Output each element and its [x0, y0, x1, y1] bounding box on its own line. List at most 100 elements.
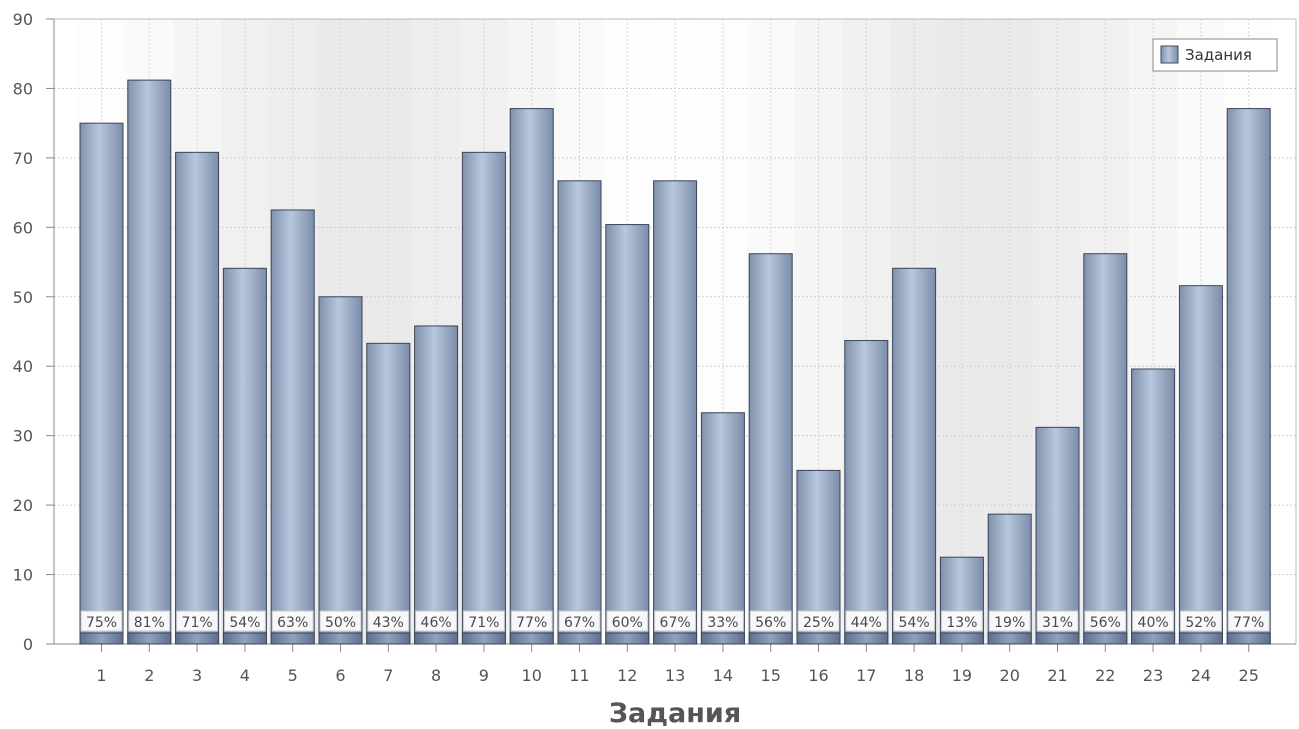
- bar: [510, 109, 553, 644]
- bar: [1084, 254, 1127, 644]
- data-label: 43%: [373, 615, 404, 631]
- bar-base: [415, 633, 458, 644]
- x-tick-label: 24: [1191, 666, 1211, 685]
- bar: [893, 268, 936, 644]
- bar-base: [940, 633, 983, 644]
- bar-base: [1179, 633, 1222, 644]
- bar: [1227, 109, 1270, 644]
- x-tick-label: 12: [617, 666, 637, 685]
- data-label: 63%: [277, 615, 308, 631]
- x-tick-label: 5: [288, 666, 298, 685]
- x-tick-label: 3: [192, 666, 202, 685]
- x-tick-label: 18: [904, 666, 924, 685]
- data-label: 77%: [1233, 615, 1264, 631]
- x-tick-label: 10: [522, 666, 542, 685]
- x-tick-label: 14: [713, 666, 733, 685]
- bar-base: [606, 633, 649, 644]
- x-tick-label: 17: [856, 666, 876, 685]
- y-tick-label: 20: [13, 496, 33, 515]
- data-label: 46%: [421, 615, 452, 631]
- x-tick-label: 8: [431, 666, 441, 685]
- data-label: 25%: [803, 615, 834, 631]
- data-label: 52%: [1185, 615, 1216, 631]
- bar-base: [319, 633, 362, 644]
- bar: [558, 181, 601, 644]
- data-label: 67%: [660, 615, 691, 631]
- data-labels: 75% 81% 71% 54% 63% 50% 43% 46% 71% 77% 67% 60% 67% 3…: [81, 611, 1269, 631]
- bar-base: [1132, 633, 1175, 644]
- bar-base: [988, 633, 1031, 644]
- bar: [749, 254, 792, 644]
- bar-base: [1036, 633, 1079, 644]
- bar-base: [510, 633, 553, 644]
- bar-base: [654, 633, 697, 644]
- bar-base: [223, 633, 266, 644]
- y-tick-labels: 0 10 20 30 40 50 60 70 80 90: [13, 10, 33, 654]
- data-label: 60%: [612, 615, 643, 631]
- bar: [654, 181, 697, 644]
- data-label: 54%: [899, 615, 930, 631]
- bar-base: [1227, 633, 1270, 644]
- data-label: 71%: [182, 615, 213, 631]
- x-tick-label: 19: [952, 666, 972, 685]
- bar-base: [176, 633, 219, 644]
- bar: [80, 123, 123, 644]
- data-label: 19%: [994, 615, 1025, 631]
- bar-base: [749, 633, 792, 644]
- bar: [1132, 369, 1175, 644]
- bar-base: [558, 633, 601, 644]
- data-label: 56%: [1090, 615, 1121, 631]
- data-label: 54%: [229, 615, 260, 631]
- y-tick-label: 0: [23, 635, 33, 654]
- x-tick-label: 7: [383, 666, 393, 685]
- data-label: 71%: [468, 615, 499, 631]
- bar: [701, 413, 744, 644]
- bar-base: [893, 633, 936, 644]
- data-label: 31%: [1042, 615, 1073, 631]
- x-axis-title: Задания: [609, 698, 741, 729]
- x-tick-label: 20: [1000, 666, 1020, 685]
- bar: [319, 297, 362, 644]
- bar: [271, 210, 314, 644]
- x-tick-label: 21: [1047, 666, 1067, 685]
- data-label: 40%: [1138, 615, 1169, 631]
- x-tick-label: 11: [569, 666, 589, 685]
- legend-entry: Задания: [1185, 46, 1252, 64]
- bar-base: [462, 633, 505, 644]
- y-tick-label: 10: [13, 566, 33, 585]
- x-tick-label: 2: [144, 666, 154, 685]
- x-tick-label: 1: [96, 666, 106, 685]
- bar: [128, 80, 171, 644]
- x-tick-label: 23: [1143, 666, 1163, 685]
- bar-base: [80, 633, 123, 644]
- x-tick-label: 16: [808, 666, 828, 685]
- x-tick-label: 6: [335, 666, 345, 685]
- data-label: 13%: [946, 615, 977, 631]
- y-tick-label: 30: [13, 427, 33, 446]
- bar-base: [271, 633, 314, 644]
- x-tick-label: 9: [479, 666, 489, 685]
- bar: [367, 343, 410, 644]
- bar: [176, 152, 219, 644]
- bar-base: [367, 633, 410, 644]
- data-label: 75%: [86, 615, 117, 631]
- bar: [223, 268, 266, 644]
- bar: [1179, 286, 1222, 644]
- y-tick-label: 50: [13, 288, 33, 307]
- bar-base: [128, 633, 171, 644]
- data-label: 44%: [851, 615, 882, 631]
- x-tick-labels: 1 2 3 4 5 6 7 8 9 10 11 12 13 14 15 16 17 18 19 20 21 22 23 24 2…: [96, 666, 1258, 685]
- bar: [845, 341, 888, 644]
- y-tick-label: 60: [13, 218, 33, 237]
- x-tick-label: 4: [240, 666, 250, 685]
- bar: [462, 152, 505, 644]
- legend-swatch: [1161, 46, 1178, 63]
- y-tick-label: 70: [13, 149, 33, 168]
- bar-base: [1084, 633, 1127, 644]
- data-label: 33%: [707, 615, 738, 631]
- x-tick-label: 13: [665, 666, 685, 685]
- data-label: 77%: [516, 615, 547, 631]
- x-tick-label: 22: [1095, 666, 1115, 685]
- bar-base: [797, 633, 840, 644]
